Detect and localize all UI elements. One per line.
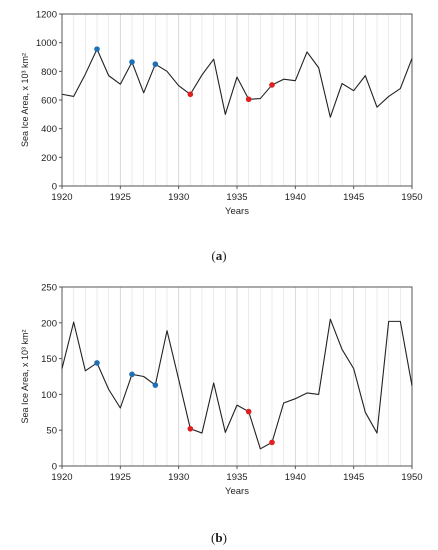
x-tick-label-1935: 1935 [226,192,247,203]
y-tick-label-0: 0 [52,462,57,473]
y-tick-label-50: 50 [46,426,57,437]
caption-a-letter: a [215,248,223,263]
x-tick-label-1925: 1925 [110,192,131,203]
x-axis-title: Years [225,486,249,497]
caption-a-open: ( [211,248,216,263]
x-tick-label-1945: 1945 [343,472,364,483]
x-tick-label-1920: 1920 [51,192,72,203]
sea-ice-chart-b: 0 50 100 150 200 250 1920 1925 1930 1935 1940 1945 1… [20,283,423,498]
y-tick-label-100: 100 [41,390,57,401]
x-tick-label-1940: 1940 [285,192,306,203]
data-point-1928 [152,382,159,388]
data-point-1928 [152,61,159,67]
x-tick-label-1930: 1930 [168,472,189,483]
y-tick-label-250: 250 [41,283,57,294]
caption-b-close: ) [222,530,227,545]
y-tick-label-200: 200 [41,318,57,329]
y-tick-label-600: 600 [41,96,57,107]
x-axis-title: Years [225,206,249,217]
data-point-1936 [245,408,252,415]
data-point-1931 [187,425,194,432]
data-point-1923 [94,46,100,52]
y-tick-label-1200: 1200 [36,10,57,21]
caption-b: (b) [0,530,438,546]
y-axis-title: Sea Ice Area, x 10³ km² [20,53,30,147]
data-point-1926 [129,59,135,65]
x-tick-label-1940: 1940 [285,472,306,483]
data-point-1931 [187,91,194,98]
data-point-1926 [129,371,135,378]
y-tick-label-0: 0 [52,182,57,193]
data-point-1923 [94,360,100,366]
sea-ice-chart-a: 0 200 400 600 800 1000 1200 1920 1925 1930 1935 194… [20,10,423,218]
chart-panel-a: 0 200 400 600 800 1000 1200 1920 1925 1930 1935 194… [0,0,438,260]
x-tick-label-1935: 1935 [226,472,247,483]
x-tick-label-1930: 1930 [168,192,189,203]
data-point-1938 [269,439,275,446]
series-line-b [61,318,413,450]
y-tick-label-800: 800 [41,67,57,78]
caption-a-close: ) [222,248,227,263]
chart-panel-b: 0 50 100 150 200 250 1920 1925 1930 1935 1940 1945 1… [0,276,438,550]
y-tick-label-150: 150 [41,354,57,365]
caption-b-letter: b [215,530,223,545]
y-tick-label-400: 400 [41,124,57,135]
x-tick-label-1950: 1950 [401,472,422,483]
y-tick-label-1000: 1000 [36,38,57,49]
data-point-1938 [269,82,275,88]
y-tick-label-200: 200 [41,153,57,164]
y-axis-title: Sea Ice Area, x 10³ km² [20,329,30,423]
caption-a: (a) [0,248,438,264]
x-tick-label-1920: 1920 [51,472,72,483]
data-point-1936 [245,96,252,103]
x-tick-label-1925: 1925 [110,472,131,483]
x-tick-label-1945: 1945 [343,192,364,203]
series-line-a [61,48,413,118]
x-tick-label-1950: 1950 [401,192,422,203]
caption-b-open: ( [211,530,216,545]
